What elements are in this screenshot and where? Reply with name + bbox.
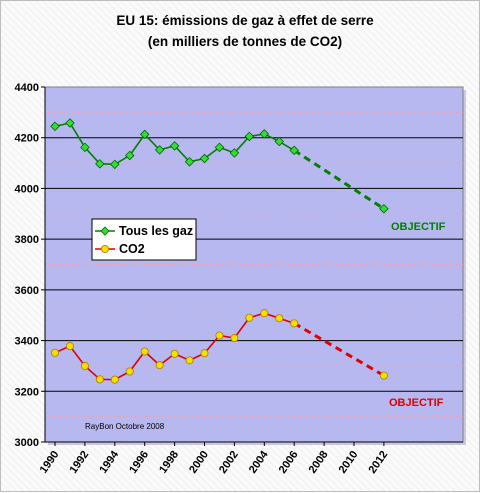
- data-point-series-1: [260, 309, 269, 318]
- data-point-series-1: [185, 356, 194, 365]
- data-point-series-1: [155, 361, 164, 370]
- data-point-series-1: [110, 375, 119, 384]
- x-tick-label: 2006: [277, 449, 301, 476]
- objective-point-0: [379, 203, 389, 214]
- chart-title-line1: EU 15: émissions de gaz à effet de serre: [116, 13, 374, 28]
- data-point-series-1: [230, 334, 239, 343]
- data-point-series-0: [80, 142, 90, 153]
- y-tick-label: 4400: [15, 82, 39, 94]
- data-point-series-1: [200, 349, 209, 358]
- data-point-series-1: [51, 348, 60, 357]
- x-tick-label: 1994: [97, 448, 121, 476]
- data-point-series-0: [244, 131, 255, 142]
- x-tick-label: 1998: [157, 449, 181, 476]
- data-point-series-0: [274, 136, 285, 147]
- data-point-series-0: [214, 142, 225, 153]
- x-tick-label: 1992: [67, 449, 91, 476]
- series-projection-0: [293, 149, 385, 210]
- data-point-series-0: [95, 159, 105, 169]
- data-point-series-0: [139, 129, 150, 140]
- data-point-series-1: [215, 331, 224, 340]
- x-tick-label: 1990: [38, 449, 62, 476]
- series-projection-1: [293, 322, 385, 377]
- data-point-series-1: [80, 361, 89, 370]
- chart-title-line2: (en milliers de tonnes de CO2): [148, 34, 342, 49]
- data-point-series-0: [229, 148, 240, 158]
- data-point-series-1: [140, 347, 149, 356]
- data-point-series-1: [170, 349, 179, 358]
- y-tick-label: 3800: [15, 234, 39, 246]
- x-tick-label: 2000: [187, 449, 211, 476]
- credit-annotation: RayBon Octobre 2008: [85, 422, 165, 431]
- x-tick-label: 2008: [307, 449, 331, 476]
- data-point-series-0: [289, 145, 299, 156]
- y-tick-label: 4000: [15, 183, 39, 195]
- y-tick-label: 4200: [15, 133, 39, 145]
- data-point-series-0: [154, 145, 165, 155]
- data-point-series-0: [110, 159, 120, 170]
- plot-area: [44, 86, 464, 443]
- data-point-series-0: [184, 157, 195, 167]
- data-point-series-0: [199, 153, 210, 164]
- data-point-series-1: [95, 375, 104, 384]
- data-point-series-0: [65, 118, 75, 128]
- x-tick-label: 1996: [127, 449, 151, 476]
- legend-marker-1: [101, 244, 110, 253]
- y-tick-label: 3000: [15, 437, 39, 449]
- x-tick-label: 2012: [366, 449, 390, 476]
- data-point-series-0: [124, 150, 135, 161]
- objective-point-1: [379, 371, 388, 380]
- y-tick-label: 3400: [15, 336, 39, 348]
- data-point-series-1: [245, 313, 254, 322]
- y-tick-label: 3600: [15, 285, 39, 297]
- objective-label-0: OBJECTIF: [391, 221, 446, 233]
- legend-label-0: Tous les gaz: [119, 224, 193, 238]
- objective-label-1: OBJECTIF: [389, 397, 444, 409]
- data-point-series-0: [169, 141, 180, 151]
- legend-box: [91, 218, 197, 261]
- data-point-series-0: [259, 129, 270, 139]
- x-tick-label: 2002: [217, 449, 241, 476]
- y-tick-label: 3200: [15, 386, 39, 398]
- data-point-series-0: [50, 121, 60, 132]
- data-point-series-1: [275, 314, 284, 323]
- data-point-series-1: [125, 367, 134, 376]
- x-tick-label: 2010: [337, 449, 361, 476]
- legend-label-1: CO2: [119, 242, 145, 256]
- data-point-series-1: [290, 319, 299, 328]
- x-tick-label: 2004: [247, 448, 271, 476]
- data-point-series-1: [65, 342, 74, 351]
- legend-marker-0: [100, 226, 110, 236]
